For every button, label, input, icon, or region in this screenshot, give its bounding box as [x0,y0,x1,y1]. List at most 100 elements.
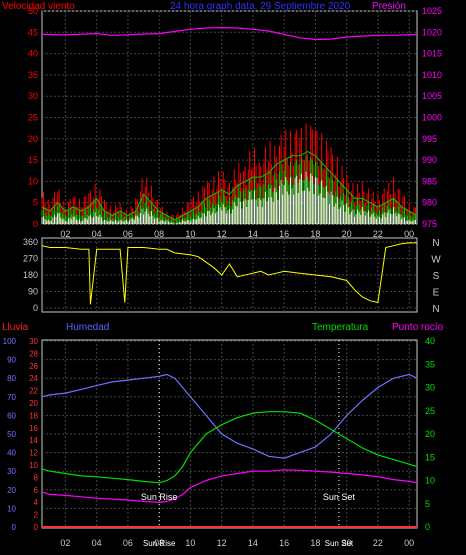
x-tick-label: 04 [92,538,102,548]
x-tick-label: 22 [373,538,383,548]
temperature-tick-label: 10 [425,476,435,486]
wind-direction-line [41,242,417,305]
y-right-tick-label: 990 [422,155,437,165]
rain-tick-label: 4 [34,498,39,507]
temperature-tick-label: 5 [425,499,430,509]
y-left-tick-label: 15 [28,155,38,165]
x-tick-label: 04 [92,229,102,239]
x-tick-label: 00 [404,229,414,239]
x-tick-label: 12 [217,538,227,548]
humidity-tick-label: 100 [3,337,17,346]
direction-tick-label: 0 [33,303,38,313]
y-left-tick-label: 45 [28,27,38,37]
pressure-line [41,26,418,41]
x-tick-label: 08 [154,538,164,548]
y-left-tick-label: 40 [28,49,38,59]
sunset-annotation: Sun Set [323,492,356,502]
x-tick-label: 12 [217,229,227,239]
x-tick-label: 02 [60,538,70,548]
axis-layer: 0510152025303540455097598098599099510001… [3,6,442,548]
compass-label: N [432,238,439,249]
x-tick-label: 18 [310,538,320,548]
humidity-tick-label: 40 [7,449,16,458]
dewpoint-label: Punto rocío [392,322,444,333]
y-right-tick-label: 1010 [422,70,442,80]
pressure-label: Presión [372,1,406,12]
chart-title: 24 hora graph data, 29 Septiembre 2020 [170,1,351,12]
temperature-label: Temperatura [312,322,369,333]
temperature-tick-label: 15 [425,452,435,462]
x-tick-label: 10 [185,229,195,239]
wind-speed-label: Velocidad viento [2,1,75,12]
sunset-axis-label: Sun Set [325,539,354,548]
rain-tick-label: 6 [34,486,39,495]
direction-tick-label: 180 [23,270,38,280]
x-tick-label: 20 [342,229,352,239]
y-left-tick-label: 25 [28,113,38,123]
y-right-tick-label: 1020 [422,27,442,37]
x-tick-label: 02 [60,229,70,239]
rain-tick-label: 26 [29,362,38,371]
temperature-tick-label: 20 [425,429,435,439]
humidity-tick-label: 60 [7,411,16,420]
x-tick-label: 00 [404,538,414,548]
humidity-tick-label: 50 [7,430,16,439]
x-tick-label: 20 [342,538,352,548]
y-left-tick-label: 10 [28,176,38,186]
x-tick-label: 14 [248,538,258,548]
x-tick-label: 18 [310,229,320,239]
x-tick-label: 06 [123,538,133,548]
rain-tick-label: 20 [29,399,38,408]
rain-tick-label: 22 [29,387,38,396]
humidity-tick-label: 70 [7,393,16,402]
rain-tick-label: 8 [34,473,39,482]
humidity-line [41,373,418,459]
x-tick-label: 14 [248,229,258,239]
y-left-tick-label: 50 [28,6,38,16]
y-right-tick-label: 985 [422,176,437,186]
rain-tick-label: 24 [29,374,38,383]
wind-average-line [41,151,418,221]
direction-tick-label: 360 [23,237,38,247]
rain-tick-label: 2 [34,511,39,520]
humidity-tick-label: 80 [7,374,16,383]
humidity-label: Humedad [66,322,109,333]
rain-tick-label: 18 [29,411,38,420]
rain-tick-label: 12 [29,449,38,458]
temperature-tick-label: 30 [425,383,435,393]
humidity-tick-label: 90 [7,356,16,365]
y-right-tick-label: 980 [422,198,437,208]
y-left-tick-label: 20 [28,134,38,144]
grid-layer [42,10,417,528]
x-tick-label: 06 [123,229,133,239]
direction-tick-label: 270 [23,254,38,264]
rain-tick-label: 10 [29,461,38,470]
x-tick-label: 16 [279,229,289,239]
temperature-tick-label: 40 [425,336,435,346]
sunrise-annotation: Sun Rise [141,492,178,502]
dewpoint-line [41,469,418,504]
y-right-tick-label: 995 [422,134,437,144]
y-right-tick-label: 1000 [422,113,442,123]
rain-tick-label: 28 [29,349,38,358]
y-right-tick-label: 1015 [422,49,442,59]
temperature-tick-label: 35 [425,359,435,369]
temperature-tick-label: 25 [425,406,435,416]
y-right-tick-label: 1025 [422,6,442,16]
humidity-tick-label: 20 [7,486,16,495]
rain-tick-label: 0 [34,523,39,532]
direction-tick-label: 90 [28,287,38,297]
compass-label: N [432,304,439,315]
temperature-tick-label: 0 [425,522,430,532]
compass-label: E [433,288,440,299]
y-left-tick-label: 35 [28,70,38,80]
y-left-tick-label: 30 [28,91,38,101]
y-left-tick-label: 5 [33,198,38,208]
x-tick-label: 22 [373,229,383,239]
x-tick-label: 16 [279,538,289,548]
y-right-tick-label: 1005 [422,91,442,101]
y-left-tick-label: 0 [33,219,38,229]
sunrise-axis-label: Sun Rise [143,539,176,548]
